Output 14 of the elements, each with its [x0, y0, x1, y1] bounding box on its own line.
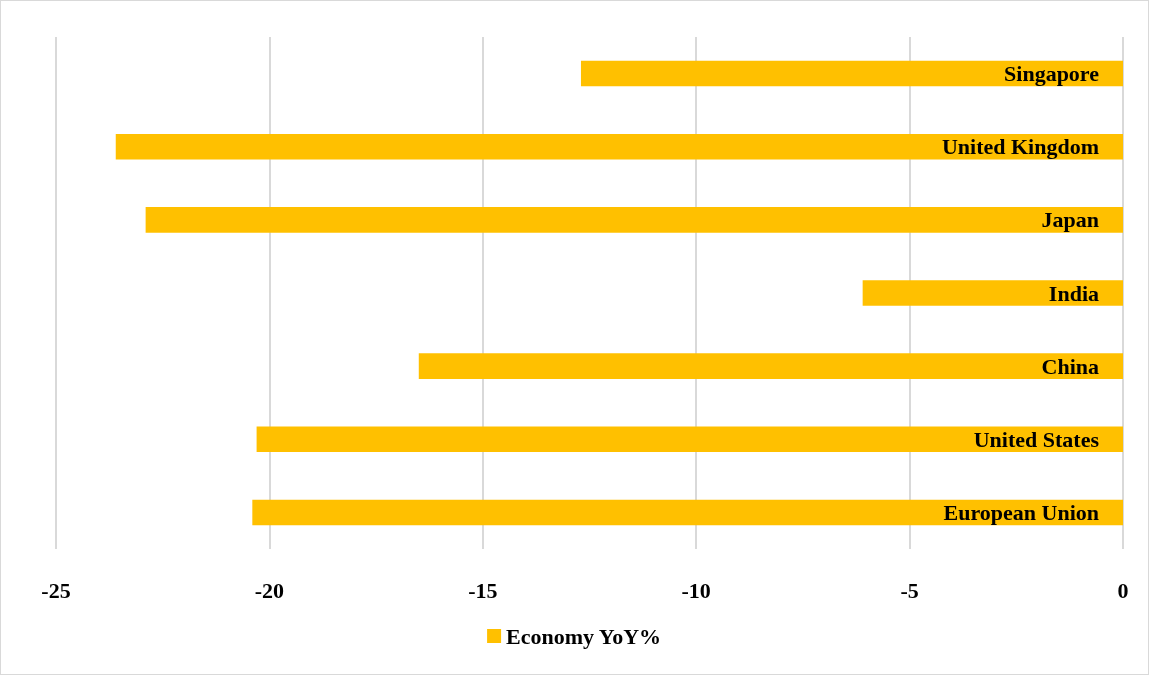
y-tick-label: United States — [973, 426, 1100, 452]
y-tick-label: Japan — [1041, 207, 1099, 233]
y-tick-label: United Kingdom — [941, 134, 1099, 160]
x-tick-label: -20 — [254, 577, 285, 603]
x-tick-label: 0 — [1117, 577, 1129, 603]
x-tick-label: -5 — [900, 577, 919, 603]
y-tick-label: European Union — [943, 499, 1099, 525]
x-tick-label: -15 — [468, 577, 498, 603]
legend-label: Economy YoY% — [506, 623, 662, 649]
y-tick-label: India — [1048, 280, 1099, 306]
x-tick-label: -10 — [681, 577, 711, 603]
y-tick-label: China — [1041, 353, 1099, 379]
x-tick-label: -25 — [41, 577, 71, 603]
y-tick-label: Singapore — [1004, 61, 1100, 87]
